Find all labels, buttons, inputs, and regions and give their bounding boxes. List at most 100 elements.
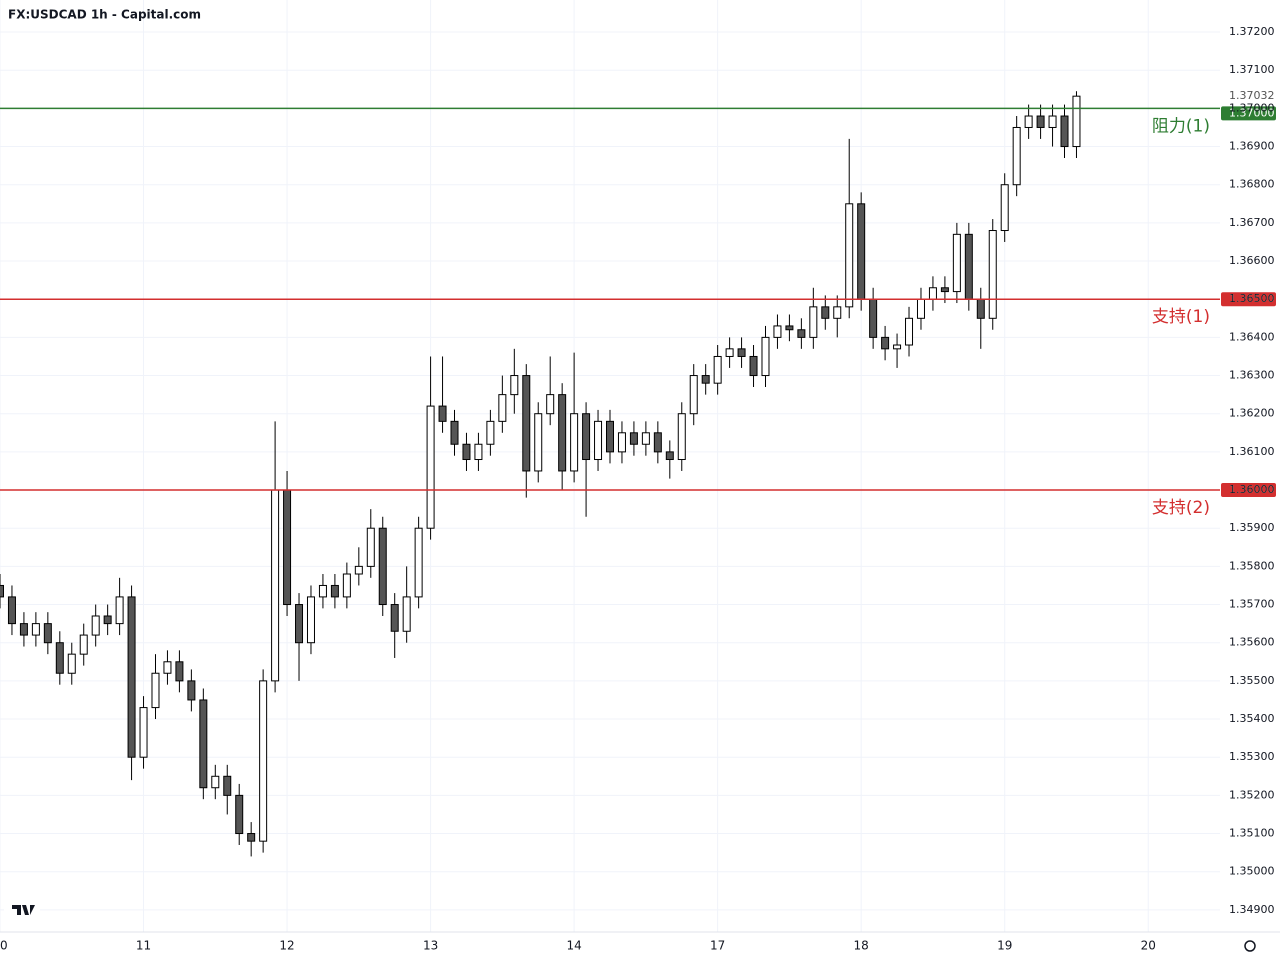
y-tick-label: 1.36800 (1229, 178, 1275, 191)
candle-body (1012, 126, 1021, 186)
y-tick-label: 1.36700 (1229, 216, 1275, 229)
candle-body (1024, 115, 1033, 128)
candle-body (677, 413, 686, 461)
y-tick-label: 1.35600 (1229, 636, 1275, 649)
candle-body (546, 394, 555, 415)
candle-body (139, 707, 148, 758)
x-tick-label: 10 (0, 939, 8, 953)
candle-body (964, 233, 973, 300)
candle-body (498, 394, 507, 422)
candle-body (629, 432, 638, 445)
candle-body (127, 596, 136, 758)
candle-body (115, 596, 124, 625)
x-tick-label: 18 (854, 939, 869, 953)
logo-mark (12, 905, 35, 915)
level-price-label: 1.36500 (1229, 292, 1275, 305)
candle-body (19, 623, 28, 636)
candle-body (283, 489, 292, 606)
candle-body (737, 348, 746, 357)
y-tick-label: 1.35400 (1229, 712, 1275, 725)
candle-body (1000, 184, 1009, 232)
candle-body (151, 672, 160, 709)
candle-body (1048, 115, 1057, 128)
candle-body (617, 432, 626, 453)
levels: 1.37000 阻力(1) 1.36500 支持(1) 1.36000 支持(2) (0, 106, 1276, 518)
y-axis: 1.34900 1.35000 1.35100 1.35200 1.35300 1.354… (0, 25, 1275, 952)
candle-body (701, 375, 710, 384)
y-tick-label: 1.35000 (1229, 865, 1275, 878)
candle-body (330, 584, 339, 598)
candle-body (976, 298, 985, 319)
x-tick-label: 11 (136, 939, 151, 953)
x-tick-label: 19 (997, 939, 1012, 953)
candle-body (809, 306, 818, 338)
y-tick-label: 1.36200 (1229, 407, 1275, 420)
candle-body (773, 325, 782, 338)
candle-body (199, 699, 208, 789)
level-price-tag (1221, 106, 1276, 121)
candle-body (163, 661, 172, 674)
candle-body (43, 623, 52, 644)
candle-body (845, 203, 854, 308)
logo-bg (4, 894, 40, 926)
candle-body (665, 451, 674, 461)
candle-body (857, 203, 866, 300)
candle-body (450, 420, 459, 445)
y-tick-label: 1.35800 (1229, 559, 1275, 572)
candle-body (988, 230, 997, 319)
candle-body (223, 775, 232, 796)
x-tick-label: 14 (566, 939, 581, 953)
candle-body (235, 794, 244, 835)
x-tick-label: 13 (423, 939, 438, 953)
candle-body (7, 596, 16, 625)
candle-body (582, 413, 591, 461)
candle-body (187, 680, 196, 701)
settings-icon[interactable] (1244, 940, 1256, 952)
y-tick-label: 1.37100 (1229, 63, 1275, 76)
y-tick-label: 1.35900 (1229, 521, 1275, 534)
y-tick-label: 1.36600 (1229, 254, 1275, 267)
candle-body (1060, 115, 1069, 148)
candle-body (881, 336, 890, 350)
logo (4, 894, 40, 926)
candle-body (295, 604, 304, 644)
candle-body (761, 336, 770, 377)
y-tick-label: 1.37000 (1229, 101, 1275, 114)
candle-body (594, 420, 603, 461)
candle-body (1072, 95, 1081, 148)
candle-body (570, 413, 579, 472)
candle-body (689, 375, 698, 415)
level-name: 支持(1) (1152, 307, 1210, 327)
candle-body (318, 584, 327, 598)
candle-body (641, 432, 650, 445)
y-tick-label: 1.36000 (1229, 483, 1275, 496)
candle-body (79, 634, 88, 655)
candle-body (55, 642, 64, 674)
candle-body (426, 405, 435, 529)
y-tick-label: 1.36400 (1229, 330, 1275, 343)
y-tick-label: 1.35300 (1229, 750, 1275, 763)
candles (0, 91, 1081, 857)
y-tick-label: 1.35700 (1229, 598, 1275, 611)
candle-body (366, 527, 375, 567)
candle-body (558, 394, 567, 472)
candle-body (271, 489, 280, 682)
y-tick-label: 1.36900 (1229, 140, 1275, 153)
x-tick-label: 17 (710, 939, 725, 953)
y-tick-label: 1.35500 (1229, 674, 1275, 687)
candle-body (833, 306, 842, 319)
level-price-label: 1.36000 (1229, 483, 1275, 496)
chart-title: FX:USDCAD 1h - Capital.com (8, 8, 201, 22)
candle-body (91, 615, 100, 636)
candle-body (653, 432, 662, 453)
candle-body (534, 413, 543, 472)
candle-body (247, 833, 256, 842)
level-name: 支持(2) (1152, 498, 1210, 518)
settings-gear[interactable] (1244, 940, 1256, 952)
candle-body (67, 653, 76, 674)
y-tick-label: 1.35100 (1229, 827, 1275, 840)
y-tick-label: 1.37200 (1229, 25, 1275, 38)
candle-body (0, 584, 4, 598)
